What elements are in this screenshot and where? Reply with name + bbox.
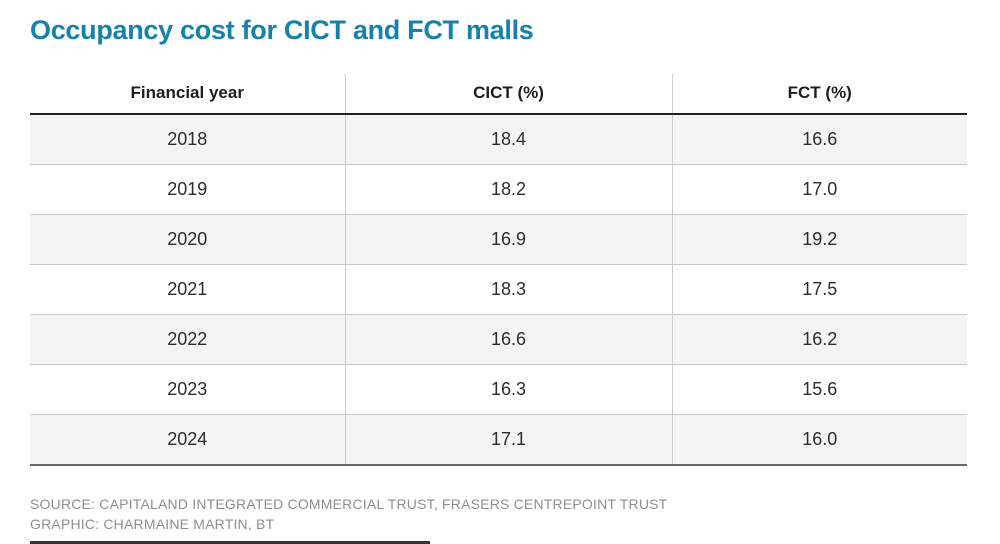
cell-cict: 16.9 (344, 213, 672, 265)
cell-year: 2023 (30, 363, 345, 415)
cell-cict: 16.6 (344, 313, 672, 365)
column-header-cict: CICT (%) (344, 73, 672, 115)
table-row: 2021 18.3 17.5 (30, 263, 967, 315)
cell-year: 2019 (30, 163, 345, 215)
table-row: 2020 16.9 19.2 (30, 213, 967, 265)
table-row: 2024 17.1 16.0 (30, 413, 967, 466)
cell-cict: 17.1 (344, 413, 672, 466)
table-header-row: Financial year CICT (%) FCT (%) (30, 73, 967, 115)
cell-year: 2022 (30, 313, 345, 365)
footer: SOURCE: CAPITALAND INTEGRATED COMMERCIAL… (30, 494, 967, 544)
cell-cict: 18.4 (344, 113, 672, 165)
cell-year: 2020 (30, 213, 345, 265)
cell-year: 2018 (167, 128, 208, 149)
column-header-fct: FCT (%) (671, 73, 967, 115)
graphic-credit: GRAPHIC: CHARMAINE MARTIN, BT (30, 515, 275, 532)
cell-cict: 16.3 (344, 363, 672, 415)
cell-year: 2024 (30, 413, 345, 466)
table-row: 2023 16.3 15.6 (30, 363, 967, 415)
table-row: 2018 18.4 16.6 (30, 113, 967, 165)
column-header-financial-year: Financial year (30, 73, 345, 115)
table-header: Financial year CICT (%) FCT (%) (30, 73, 967, 115)
table-row: 2022 16.6 16.2 (30, 313, 967, 365)
source-credit: SOURCE: CAPITALAND INTEGRATED COMMERCIAL… (30, 495, 668, 512)
cell-cict: 18.3 (344, 263, 672, 315)
cell-fct: 17.5 (671, 263, 967, 315)
occupancy-cost-table: Financial year CICT (%) FCT (%) 2018 18.… (30, 73, 967, 466)
cell-fct: 17.0 (671, 163, 967, 215)
table-row: 2019 18.2 17.0 (30, 163, 967, 215)
cell-fct: 16.2 (671, 313, 967, 365)
cell-cict: 18.2 (344, 163, 672, 215)
cell-fct: 15.6 (671, 363, 967, 415)
table-body: 2018 18.4 16.6 2019 18.2 17.0 2020 16.9 … (30, 113, 967, 466)
cell-fct: 16.6 (671, 113, 967, 165)
cell-fct: 16.0 (671, 413, 967, 466)
page-title: Occupancy cost for CICT and FCT malls (30, 15, 534, 45)
footer-rule (30, 540, 430, 544)
cell-year: 2021 (30, 263, 345, 315)
cell-fct: 19.2 (671, 213, 967, 265)
